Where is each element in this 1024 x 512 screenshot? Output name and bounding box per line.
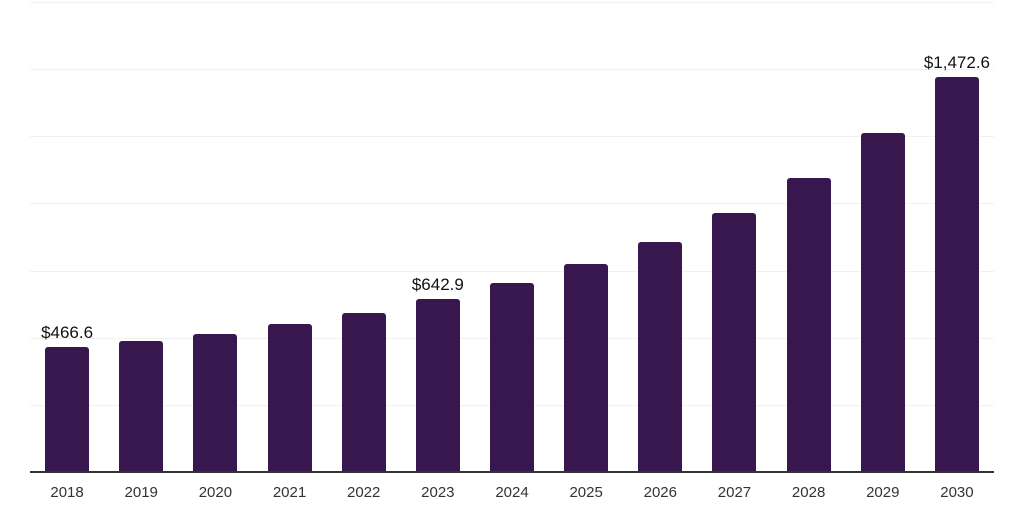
bar-2019 (119, 340, 164, 472)
bar-2025 (564, 264, 609, 472)
bar-2023 (415, 299, 460, 472)
x-tick-2029: 2029 (866, 484, 900, 501)
x-tick-2026: 2026 (643, 484, 677, 501)
x-tick-2023: 2023 (421, 484, 455, 501)
bar-2030 (934, 76, 979, 472)
bar-2026 (638, 241, 683, 472)
x-tick-2022: 2022 (347, 484, 381, 501)
x-axis-line (30, 471, 994, 473)
value-label-2030: $1,472.6 (923, 52, 991, 72)
value-label-2023: $642.9 (411, 275, 464, 295)
x-tick-2027: 2027 (717, 484, 752, 501)
bar-2022 (341, 313, 386, 472)
x-tick-2024: 2024 (495, 484, 529, 501)
gridline (30, 203, 994, 205)
gridline (30, 136, 994, 138)
gridline (30, 69, 994, 71)
bar-2029 (860, 133, 905, 472)
x-tick-2019: 2019 (124, 484, 158, 501)
x-tick-2025: 2025 (569, 484, 603, 501)
x-tick-2018: 2018 (50, 484, 84, 501)
x-tick-2030: 2030 (940, 484, 974, 501)
x-tick-2020: 2020 (198, 484, 233, 501)
x-tick-2028: 2028 (791, 484, 826, 501)
bar-2027 (712, 213, 757, 472)
gridline (30, 270, 994, 272)
bar-2018 (45, 346, 90, 472)
x-tick-2021: 2021 (272, 484, 307, 501)
bar-2024 (490, 283, 534, 472)
bar-2021 (267, 324, 312, 472)
bar-2028 (786, 178, 831, 472)
value-label-2018: $466.6 (41, 322, 94, 342)
gridline (30, 2, 994, 3)
bar-2020 (193, 334, 238, 472)
